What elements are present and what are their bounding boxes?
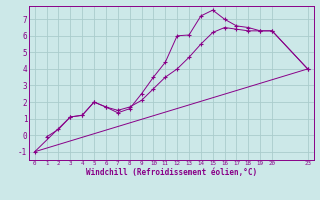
X-axis label: Windchill (Refroidissement éolien,°C): Windchill (Refroidissement éolien,°C) [86,168,257,177]
